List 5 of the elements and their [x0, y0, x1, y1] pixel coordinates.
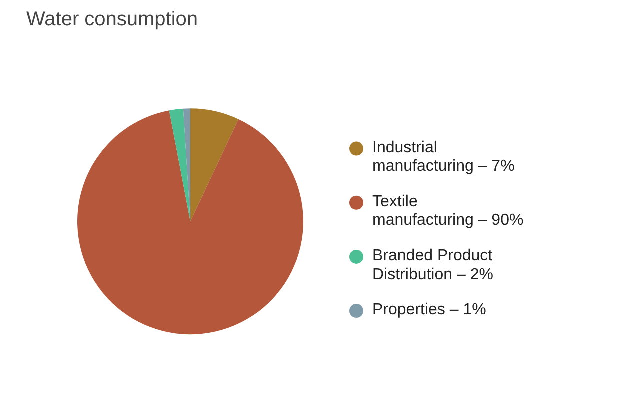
legend-label: Textile manufacturing – 90%	[372, 194, 524, 230]
legend-label: Industrial manufacturing – 7%	[372, 139, 515, 176]
legend-label: Branded Product Distribution – 2%	[372, 248, 494, 284]
chart-title: Water consumption	[26, 8, 198, 30]
legend-label: Properties – 1%	[372, 302, 486, 319]
